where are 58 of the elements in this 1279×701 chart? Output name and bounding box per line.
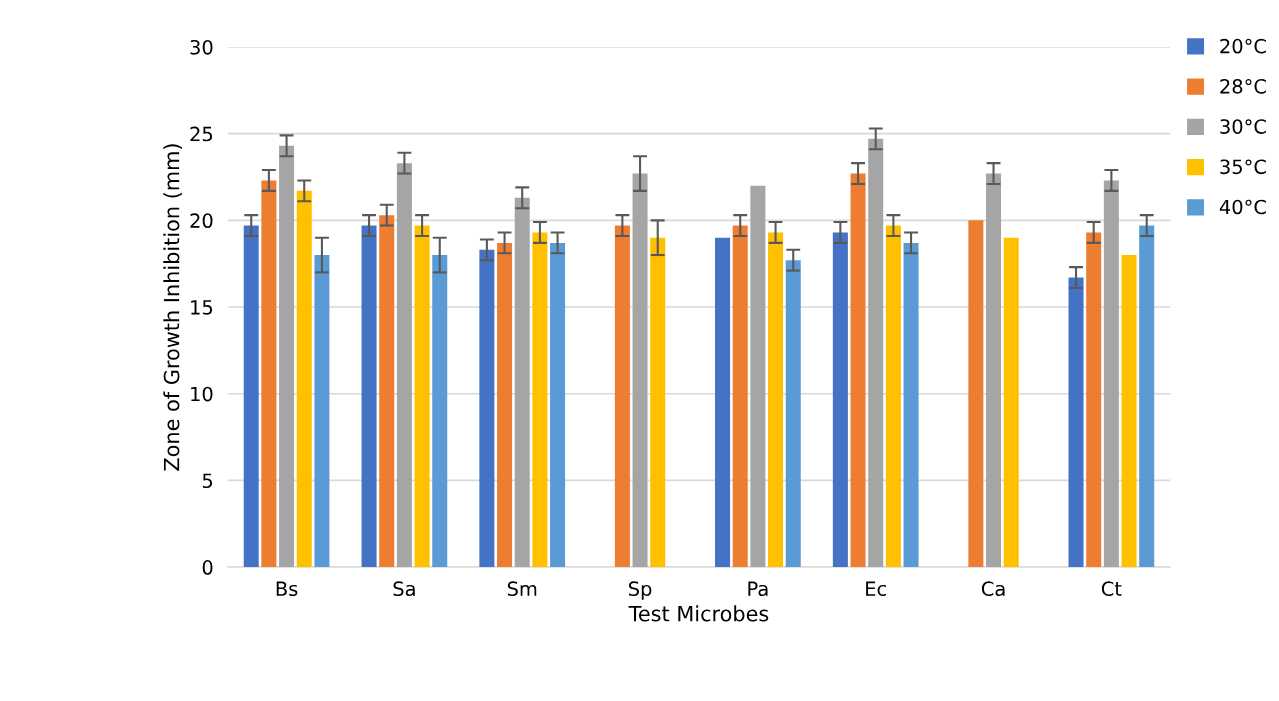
bar (1003, 237, 1019, 568)
bar (850, 173, 866, 568)
bar (750, 185, 766, 568)
y-tick-label: 30 (190, 39, 213, 55)
bar (768, 232, 784, 568)
bar (650, 237, 666, 568)
x-tick-label: Sp (629, 581, 652, 600)
y-tick-label: 10 (191, 386, 213, 402)
bar (261, 180, 277, 568)
bar (414, 225, 430, 568)
bar (296, 190, 312, 568)
legend-label: 40°C (1219, 199, 1266, 215)
bar (868, 138, 884, 568)
x-tick-label: Pa (748, 581, 768, 597)
y-tick-label: 5 (202, 473, 213, 489)
bar (832, 232, 848, 568)
x-axis-title: Test Microbes (628, 605, 769, 622)
bar (785, 260, 801, 568)
legend-label: 30°C (1220, 119, 1266, 134)
x-tick-label: Sa (393, 581, 415, 597)
legend-label: 35°C (1220, 159, 1266, 175)
bar (1086, 232, 1102, 568)
x-tick-label: Ec (866, 581, 886, 597)
y-axis-title: Zone of Growth Inhibition (mm) (163, 144, 182, 471)
bar (1103, 180, 1119, 568)
bar (1068, 277, 1084, 568)
legend-label: 20°C (1220, 38, 1266, 54)
bar (396, 163, 412, 568)
bar (732, 225, 748, 568)
bar (903, 242, 919, 568)
x-tick-label: Sm (507, 581, 537, 597)
bar (243, 225, 259, 568)
bar (497, 242, 513, 568)
bar (632, 173, 648, 568)
x-tick-label: Ca (981, 581, 1005, 597)
bar (1139, 225, 1155, 568)
bar (361, 225, 377, 568)
bar (885, 225, 901, 568)
x-tick-label: Ct (1101, 581, 1122, 597)
x-tick-label: Bs (276, 581, 298, 597)
bar (1121, 255, 1137, 568)
bar (379, 215, 395, 568)
bar (432, 255, 448, 568)
bar (532, 232, 548, 568)
bar (314, 255, 330, 568)
y-tick-label: 15 (191, 300, 213, 315)
bar (614, 225, 630, 568)
bar (550, 242, 566, 568)
bar (968, 220, 984, 568)
bar (514, 197, 530, 568)
bar (279, 145, 295, 568)
bar (479, 249, 495, 568)
y-tick-label: 20 (190, 213, 213, 229)
bar (986, 173, 1002, 568)
y-tick-label: 25 (190, 126, 213, 142)
bar (715, 237, 731, 568)
y-tick-label: 0 (202, 560, 213, 575)
legend-label: 28°C (1220, 79, 1266, 94)
